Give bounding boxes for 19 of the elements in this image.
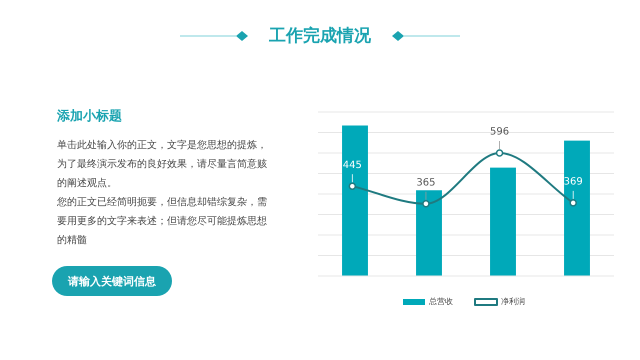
bar xyxy=(490,168,516,276)
text: 请输入关键词信息 xyxy=(52,266,172,296)
text: 添加小标题 xyxy=(57,108,122,125)
text: 您的正文已经简明扼要，但信息却错综复杂，需要用更多的文字来表述；但请您尽可能提炼思想的精髓 xyxy=(57,196,268,248)
point xyxy=(569,199,577,207)
point xyxy=(496,149,504,157)
legend-label: 总营收 xyxy=(428,297,453,306)
data-label: 369 xyxy=(564,176,583,188)
data-label: 365 xyxy=(416,177,436,188)
bar xyxy=(416,190,442,276)
text: 单击此处输入你的正文，文字是您思想的提炼，为了最终演示发布的良好效果，请尽量言简意赅的阐述观点。 xyxy=(57,138,268,191)
bar xyxy=(342,126,368,276)
legend-label: 净利润 xyxy=(501,297,525,306)
point xyxy=(348,182,356,190)
data-label: 596 xyxy=(490,126,510,138)
bar xyxy=(564,140,590,276)
data-label: 445 xyxy=(342,160,362,171)
point xyxy=(422,200,430,208)
chart-title: 工作完成情况 xyxy=(268,25,372,47)
